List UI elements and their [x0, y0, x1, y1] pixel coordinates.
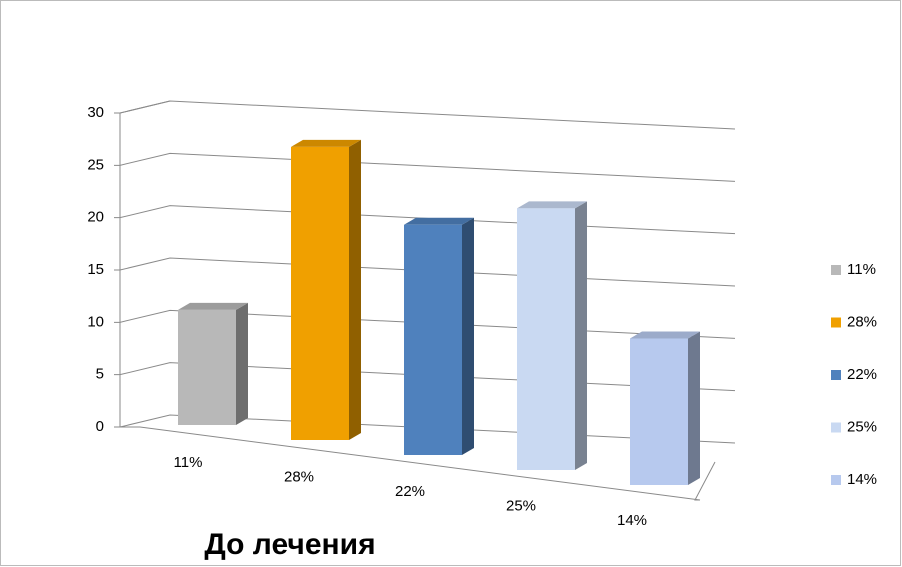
y-tick-label: 10 — [87, 313, 104, 330]
legend-label: 28% — [847, 313, 877, 330]
x-tick-label: 25% — [506, 497, 536, 514]
legend-label: 25% — [847, 418, 877, 435]
bar — [291, 146, 349, 440]
legend-swatch — [831, 475, 841, 485]
legend-label: 14% — [847, 471, 877, 488]
bar-side — [462, 217, 474, 455]
bar-top — [291, 139, 361, 147]
legend-label: 22% — [847, 366, 877, 383]
y-tick-label: 0 — [96, 418, 104, 435]
bar — [517, 208, 575, 471]
bar-side — [349, 139, 361, 440]
y-tick-label: 30 — [87, 104, 104, 121]
y-tick-label: 5 — [96, 366, 104, 383]
x-tick-label: 11% — [174, 454, 203, 471]
legend-swatch — [831, 317, 841, 328]
bar-side — [575, 201, 587, 471]
bar-side — [236, 302, 248, 425]
x-tick-label: 14% — [617, 512, 647, 529]
bar-top — [178, 302, 248, 310]
x-tick-label: 28% — [284, 468, 314, 485]
x-tick-label: 22% — [395, 483, 425, 500]
y-tick-label: 25 — [87, 156, 104, 173]
grid-line — [114, 152, 736, 182]
y-tick-label: 15 — [87, 261, 104, 278]
bar-top — [404, 217, 474, 225]
bar-top — [517, 201, 587, 209]
grid-line — [114, 100, 736, 130]
bar-top — [630, 331, 700, 339]
legend-label: 11% — [847, 261, 876, 278]
bar-side — [688, 331, 700, 485]
floor — [120, 426, 716, 501]
y-tick-label: 20 — [87, 209, 104, 226]
legend-swatch — [831, 370, 841, 380]
chart-title: До лечения — [204, 528, 375, 561]
legend-swatch — [831, 422, 841, 433]
bar — [630, 338, 688, 485]
legend-swatch — [831, 265, 841, 275]
bar — [178, 309, 236, 425]
bar — [404, 224, 462, 455]
